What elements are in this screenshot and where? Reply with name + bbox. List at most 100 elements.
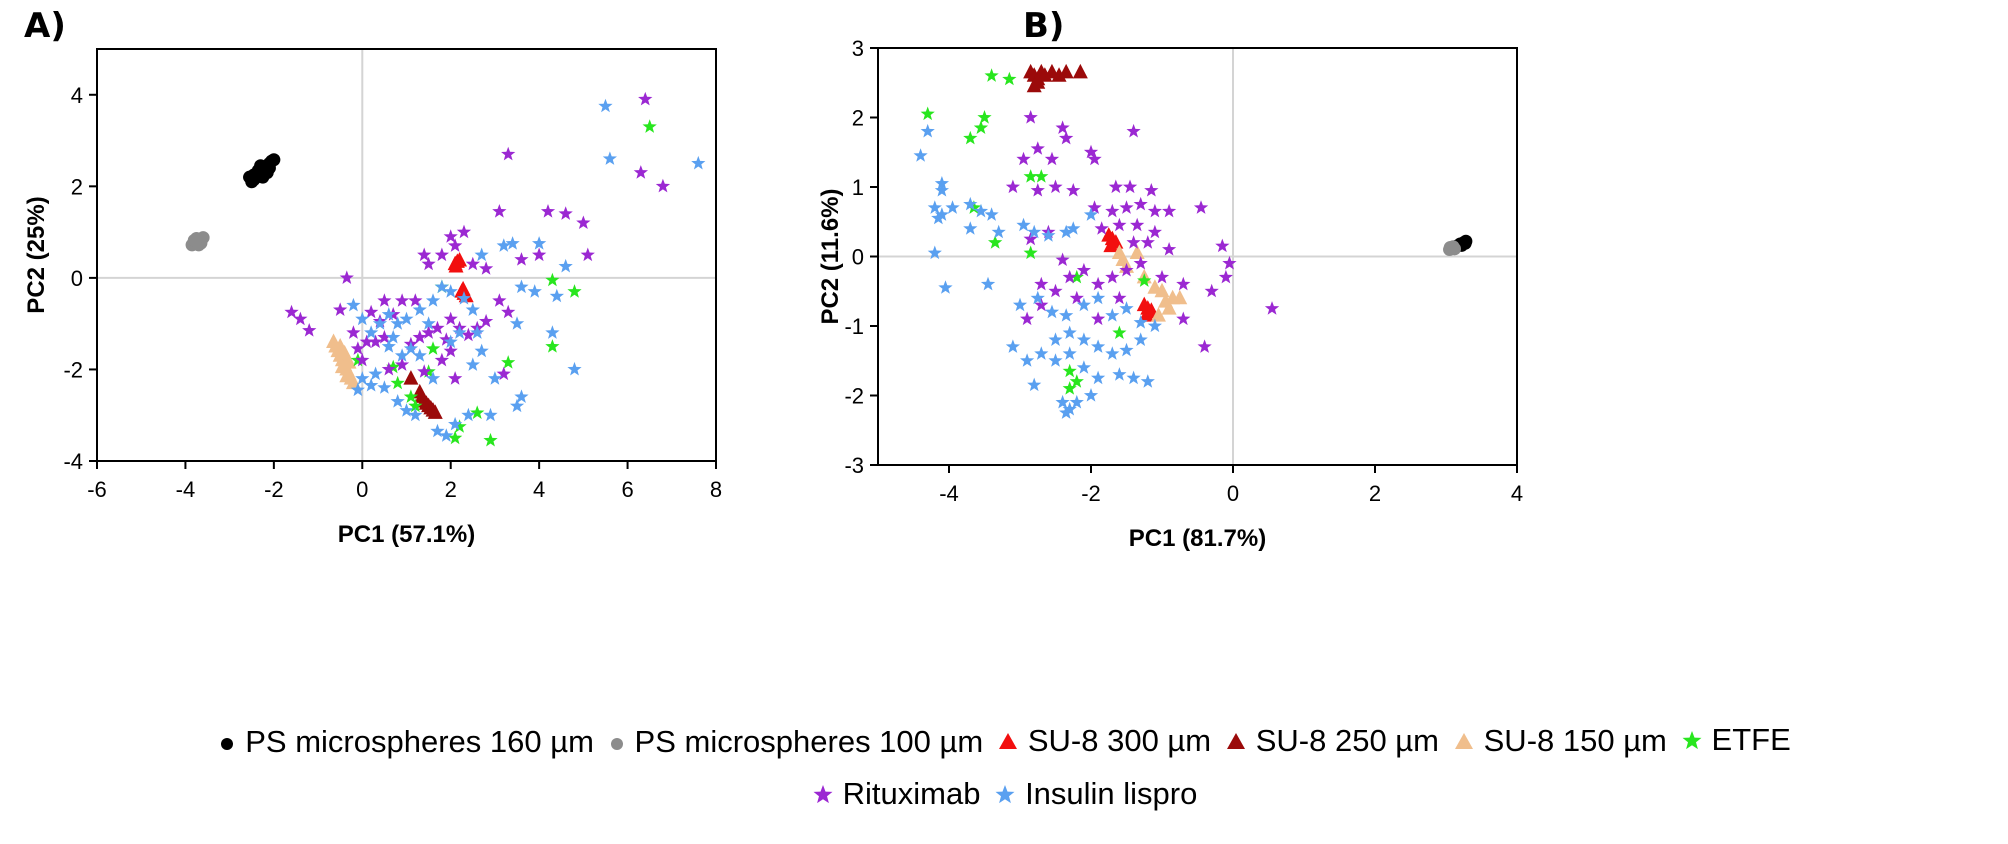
series-insulin-lispro-a <box>346 98 706 442</box>
data-points-a <box>185 91 706 447</box>
point-rituximab <box>333 302 348 316</box>
point-rituximab <box>302 323 317 337</box>
point-insulin-lispro <box>355 371 370 385</box>
point-rituximab <box>1162 203 1177 218</box>
point-rituximab <box>1076 262 1091 277</box>
point-insulin-lispro <box>1027 377 1042 392</box>
point-insulin-lispro <box>913 148 928 162</box>
point-rituximab <box>443 311 458 326</box>
point-rituximab <box>1144 183 1159 197</box>
point-su-8-250-um <box>427 404 443 419</box>
x-tick-label: 0 <box>1227 481 1239 506</box>
point-insulin-lispro <box>509 398 525 413</box>
legend-item-insulin-lispro: Insulin lispro <box>993 776 1197 812</box>
point-su-8-150-um <box>1161 300 1177 315</box>
point-etfe <box>963 130 978 145</box>
point-etfe <box>448 430 463 445</box>
point-insulin-lispro <box>1062 346 1077 360</box>
point-etfe <box>973 120 989 134</box>
point-rituximab <box>1126 235 1141 249</box>
point-rituximab <box>558 206 573 220</box>
point-etfe <box>977 110 992 124</box>
legend-item-su8-300: SU-8 300 µm <box>996 723 1211 759</box>
point-etfe <box>1112 325 1127 339</box>
point-rituximab <box>492 204 507 218</box>
point-insulin-lispro <box>1112 367 1127 381</box>
point-insulin-lispro <box>1016 217 1031 232</box>
point-insulin-lispro <box>931 210 946 225</box>
legend-marker-ps-160 <box>221 738 234 750</box>
point-insulin-lispro <box>381 339 396 353</box>
point-insulin-lispro <box>465 302 480 316</box>
point-rituximab <box>1133 255 1148 270</box>
point-etfe <box>984 68 999 82</box>
point-insulin-lispro <box>1041 228 1056 242</box>
point-insulin-lispro <box>474 343 489 358</box>
point-rituximab <box>1094 221 1109 235</box>
point-rituximab <box>408 293 423 307</box>
point-insulin-lispro <box>1105 308 1120 322</box>
legend-item-su8-150: SU-8 150 µm <box>1452 723 1667 759</box>
point-insulin-lispro <box>461 407 476 422</box>
point-insulin-lispro <box>1076 297 1091 312</box>
point-rituximab <box>421 256 436 271</box>
y-tick-label: -3 <box>844 453 864 478</box>
point-insulin-lispro <box>403 341 419 355</box>
point-insulin-lispro <box>1055 394 1070 409</box>
point-etfe <box>966 200 981 214</box>
legend-marker-ps-100 <box>610 738 623 750</box>
point-su-8-250-um <box>1058 63 1074 79</box>
point-rituximab <box>1083 144 1099 159</box>
point-insulin-lispro <box>1059 405 1074 419</box>
point-rituximab <box>377 329 392 344</box>
point-etfe <box>425 341 441 355</box>
point-rituximab <box>1005 179 1020 194</box>
series-ps-microspheres-100-um-a <box>185 231 210 252</box>
point-etfe <box>483 432 498 447</box>
point-insulin-lispro <box>448 416 463 431</box>
point-etfe <box>470 405 485 419</box>
point-rituximab <box>1176 276 1191 291</box>
point-rituximab <box>1016 151 1031 166</box>
point-su-8-150-um <box>1129 244 1145 260</box>
point-rituximab <box>377 293 392 307</box>
point-insulin-lispro <box>390 316 405 330</box>
point-insulin-lispro <box>945 200 960 214</box>
series-rituximab-a <box>284 91 671 385</box>
point-insulin-lispro <box>381 307 396 321</box>
point-rituximab <box>1091 276 1106 291</box>
point-etfe <box>1137 273 1152 287</box>
y-tick-label: -2 <box>63 357 83 382</box>
point-su-8-250-um <box>403 370 419 385</box>
point-insulin-lispro <box>443 334 458 348</box>
point-etfe <box>386 359 401 374</box>
x-tick-label: -6 <box>87 477 107 502</box>
point-insulin-lispro <box>1005 339 1020 353</box>
point-rituximab <box>1105 203 1120 218</box>
point-rituximab <box>1122 179 1138 194</box>
point-rituximab <box>580 247 595 262</box>
legend-label-rituximab: Rituximab <box>842 776 981 811</box>
point-insulin-lispro <box>399 403 414 417</box>
series-su-8-300-um-b <box>1101 227 1159 322</box>
point-insulin-lispro <box>532 236 547 250</box>
point-insulin-lispro <box>350 382 365 397</box>
point-insulin-lispro <box>1140 374 1155 388</box>
point-su-8-300-um <box>448 257 464 273</box>
y-tick-label: 2 <box>71 174 83 199</box>
point-rituximab <box>1119 200 1134 214</box>
panel-a-label: A) <box>24 6 66 46</box>
point-insulin-lispro <box>1048 332 1063 346</box>
point-rituximab <box>1048 283 1063 298</box>
legend-label-etfe: ETFE <box>1711 722 1791 757</box>
point-etfe <box>642 119 657 133</box>
point-insulin-lispro <box>1105 346 1120 360</box>
point-rituximab <box>417 364 432 378</box>
point-rituximab <box>1044 151 1060 166</box>
point-rituximab <box>1197 339 1212 353</box>
y-axis-label-b: PC2 (11.6%) <box>817 188 844 324</box>
point-rituximab <box>394 293 410 307</box>
point-rituximab <box>1069 290 1084 305</box>
point-rituximab <box>1112 290 1127 305</box>
point-rituximab <box>346 325 361 339</box>
